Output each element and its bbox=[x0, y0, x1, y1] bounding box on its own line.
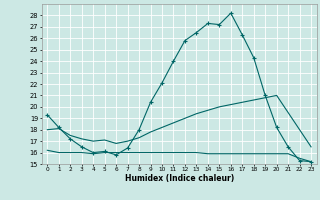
X-axis label: Humidex (Indice chaleur): Humidex (Indice chaleur) bbox=[124, 174, 234, 183]
